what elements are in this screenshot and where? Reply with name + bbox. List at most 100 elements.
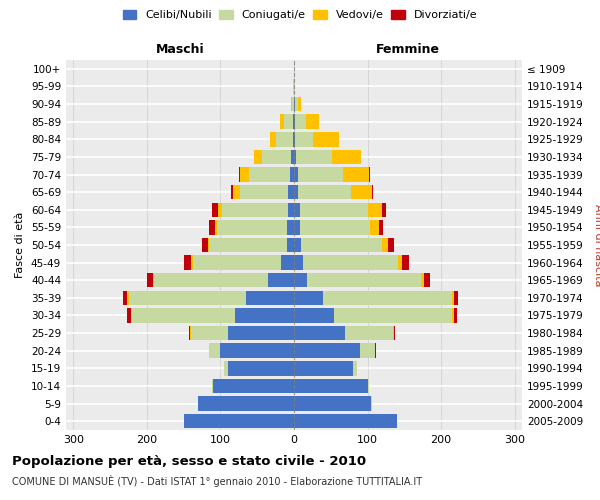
Bar bbox=[288, 202, 294, 217]
Bar bbox=[199, 396, 294, 411]
Bar bbox=[212, 378, 213, 393]
Bar bbox=[298, 185, 352, 200]
Bar bbox=[369, 168, 370, 181]
Bar bbox=[375, 344, 376, 358]
Legend: Celibi/Nubili, Coniugati/e, Vedovi/e, Divorziati/e: Celibi/Nubili, Coniugati/e, Vedovi/e, Di… bbox=[118, 6, 482, 25]
Bar bbox=[217, 220, 287, 234]
Bar bbox=[332, 150, 361, 164]
Bar bbox=[346, 326, 393, 340]
Bar bbox=[294, 344, 360, 358]
Bar bbox=[268, 273, 294, 287]
Bar bbox=[424, 273, 430, 287]
Bar bbox=[388, 238, 394, 252]
Bar bbox=[271, 132, 277, 146]
Bar bbox=[124, 290, 127, 305]
Bar bbox=[190, 326, 191, 340]
Bar bbox=[323, 290, 452, 305]
Bar bbox=[233, 185, 241, 200]
Bar bbox=[292, 97, 294, 112]
Bar bbox=[193, 256, 281, 270]
Bar bbox=[454, 308, 457, 322]
Bar bbox=[294, 168, 298, 181]
Bar bbox=[368, 378, 369, 393]
Bar bbox=[235, 308, 294, 322]
Bar bbox=[370, 220, 379, 234]
Bar bbox=[241, 185, 288, 200]
Bar bbox=[128, 290, 246, 305]
Bar bbox=[294, 378, 368, 393]
Bar bbox=[131, 308, 132, 322]
Bar bbox=[294, 396, 371, 411]
Bar bbox=[287, 220, 294, 234]
Bar bbox=[220, 344, 294, 358]
Bar bbox=[184, 256, 191, 270]
Y-axis label: Fasce di età: Fasce di età bbox=[16, 212, 25, 278]
Bar bbox=[209, 220, 215, 234]
Bar bbox=[209, 238, 287, 252]
Bar bbox=[222, 202, 288, 217]
Bar bbox=[215, 220, 217, 234]
Bar bbox=[277, 132, 293, 146]
Bar bbox=[298, 168, 343, 181]
Bar bbox=[352, 185, 372, 200]
Bar bbox=[353, 361, 356, 376]
Bar bbox=[343, 168, 369, 181]
Bar bbox=[284, 114, 293, 129]
Bar bbox=[313, 132, 339, 146]
Bar bbox=[294, 256, 303, 270]
Bar bbox=[213, 378, 294, 393]
Bar bbox=[228, 326, 294, 340]
Bar bbox=[298, 97, 301, 112]
Bar bbox=[307, 273, 421, 287]
Bar bbox=[228, 361, 294, 376]
Bar bbox=[303, 256, 398, 270]
Bar bbox=[241, 168, 249, 181]
Bar bbox=[368, 202, 382, 217]
Bar bbox=[287, 238, 294, 252]
Bar bbox=[202, 238, 208, 252]
Bar bbox=[254, 150, 262, 164]
Bar bbox=[294, 361, 353, 376]
Bar bbox=[294, 97, 295, 112]
Bar bbox=[294, 150, 296, 164]
Bar bbox=[127, 290, 128, 305]
Bar bbox=[127, 308, 131, 322]
Bar bbox=[293, 114, 294, 129]
Bar bbox=[334, 308, 452, 322]
Bar bbox=[246, 290, 294, 305]
Bar bbox=[132, 308, 235, 322]
Bar bbox=[360, 344, 375, 358]
Bar bbox=[393, 326, 394, 340]
Bar bbox=[402, 256, 409, 270]
Bar bbox=[218, 202, 222, 217]
Bar bbox=[154, 273, 268, 287]
Bar bbox=[262, 150, 291, 164]
Bar bbox=[454, 290, 458, 305]
Bar bbox=[212, 202, 218, 217]
Bar bbox=[394, 326, 395, 340]
Bar bbox=[398, 256, 402, 270]
Bar bbox=[291, 97, 292, 112]
Bar bbox=[294, 290, 323, 305]
Bar bbox=[189, 326, 190, 340]
Bar bbox=[232, 185, 233, 200]
Bar bbox=[294, 185, 298, 200]
Bar bbox=[300, 202, 368, 217]
Bar bbox=[208, 238, 209, 252]
Bar bbox=[191, 256, 193, 270]
Bar bbox=[452, 308, 454, 322]
Bar bbox=[224, 361, 228, 376]
Text: COMUNE DI MANSUÈ (TV) - Dati ISTAT 1° gennaio 2010 - Elaborazione TUTTITALIA.IT: COMUNE DI MANSUÈ (TV) - Dati ISTAT 1° ge… bbox=[12, 475, 422, 487]
Bar bbox=[421, 273, 424, 287]
Bar bbox=[294, 79, 295, 94]
Bar bbox=[371, 396, 372, 411]
Bar bbox=[294, 238, 301, 252]
Bar bbox=[382, 202, 386, 217]
Bar bbox=[184, 414, 294, 428]
Bar bbox=[249, 168, 290, 181]
Bar bbox=[294, 114, 295, 129]
Bar bbox=[294, 202, 300, 217]
Bar bbox=[294, 414, 397, 428]
Bar bbox=[372, 185, 373, 200]
Bar bbox=[382, 238, 388, 252]
